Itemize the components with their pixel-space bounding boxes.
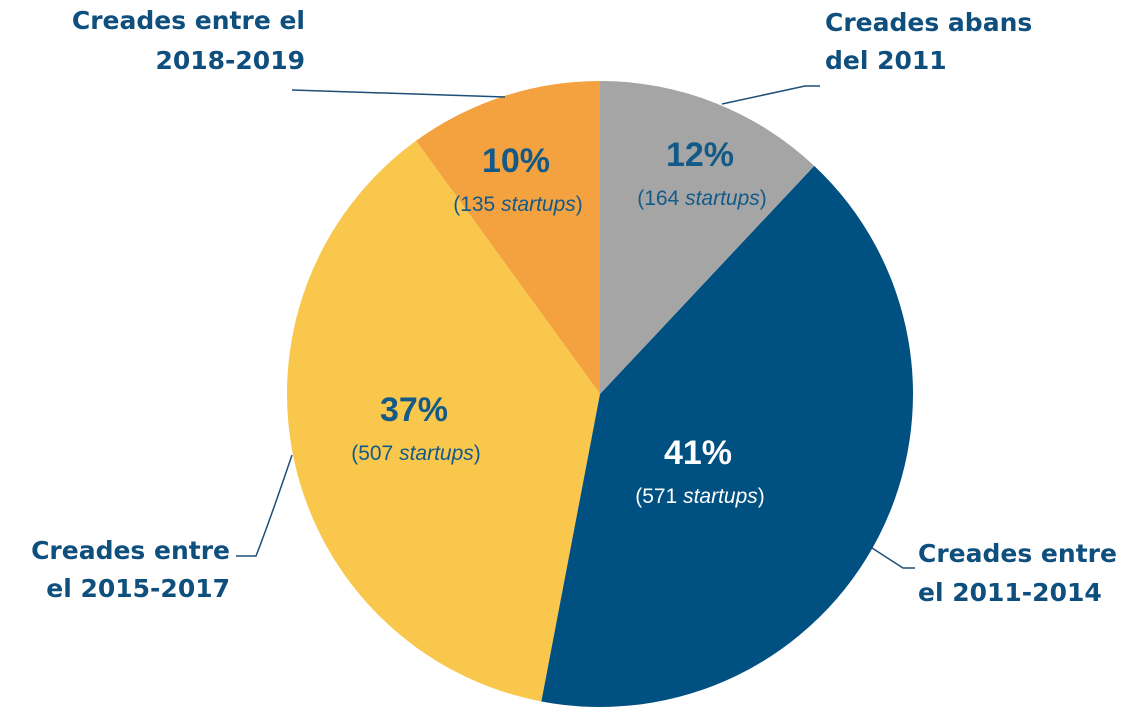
leader-line xyxy=(721,85,820,105)
leader-line xyxy=(871,547,915,569)
value-label: 41% xyxy=(664,434,732,472)
count-label: (135 startups) xyxy=(453,193,583,216)
pie-slice xyxy=(541,165,913,708)
category-label: Creades entre xyxy=(918,539,1117,568)
category-label: del 2011 xyxy=(825,46,947,75)
leader-line xyxy=(236,454,293,557)
value-label: 10% xyxy=(482,142,550,180)
leader-line xyxy=(291,89,506,98)
category-label: el 2015-2017 xyxy=(46,574,230,603)
pie-slice xyxy=(287,140,600,702)
category-label: Creades entre el xyxy=(72,6,305,35)
count-label: (507 startups) xyxy=(351,442,481,465)
value-label: 37% xyxy=(380,391,448,429)
pie-slice xyxy=(416,81,600,394)
count-label: (571 startups) xyxy=(635,485,765,508)
pie-slice xyxy=(600,81,815,394)
category-label: 2018-2019 xyxy=(155,46,305,75)
value-label: 12% xyxy=(666,136,734,174)
category-label: Creades abans xyxy=(825,8,1032,37)
category-label: Creades entre xyxy=(31,536,230,565)
category-label: el 2011-2014 xyxy=(918,578,1102,607)
count-label: (164 startups) xyxy=(637,187,767,210)
